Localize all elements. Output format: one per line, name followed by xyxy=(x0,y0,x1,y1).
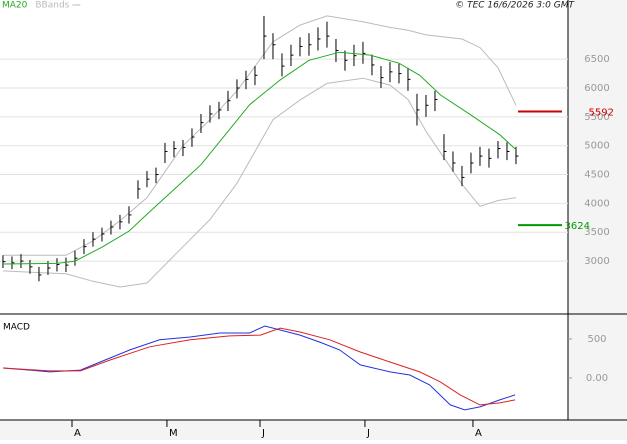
legend-label: BBands xyxy=(35,1,69,11)
ma-line xyxy=(2,51,517,265)
x-tick-label: A xyxy=(475,428,482,439)
panel-title: MACD xyxy=(3,323,30,333)
y-tick-label: 6000 xyxy=(584,83,609,94)
source: © TEC 16/6/2026 3:0 GMT xyxy=(455,1,575,11)
y-tick-label: 4000 xyxy=(584,198,609,209)
band-lower xyxy=(2,77,517,288)
y-tick-label: 3000 xyxy=(584,256,609,267)
level-label: 5592 xyxy=(589,108,614,119)
axis-background xyxy=(0,420,627,440)
y-tick-label: 5500 xyxy=(584,112,609,123)
axis-background xyxy=(568,0,627,440)
x-tick-label: M xyxy=(169,428,178,439)
y-tick-label: 5000 xyxy=(584,141,609,152)
x-tick-label: A xyxy=(74,428,81,439)
level-label: 3624 xyxy=(565,221,590,232)
x-tick-label: J xyxy=(261,428,265,439)
macd-line xyxy=(2,327,516,406)
y-tick-label: 3500 xyxy=(584,227,609,238)
y-tick-label: 0.00 xyxy=(586,373,608,384)
x-tick-label: J xyxy=(366,428,370,439)
legend-label: MA20 xyxy=(2,1,28,11)
y-tick-label: 6500 xyxy=(584,54,609,65)
macd-line xyxy=(2,325,516,411)
y-tick-label: 4500 xyxy=(584,170,609,181)
y-tick-label: 500 xyxy=(587,334,606,345)
band-upper xyxy=(3,15,517,256)
